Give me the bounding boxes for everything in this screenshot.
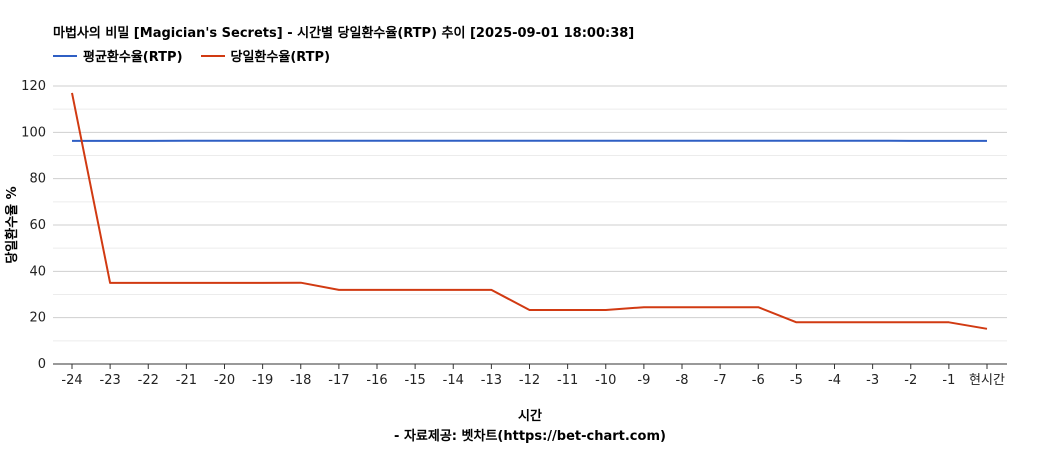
x-tick-label: -22 xyxy=(138,373,159,388)
credit-label: - 자료제공: 벳차트(https://bet-chart.com) xyxy=(394,428,666,444)
y-tick-label: 0 xyxy=(38,357,46,372)
y-tick-label: 60 xyxy=(29,218,46,233)
x-tick-label: 현시간 xyxy=(969,373,1005,388)
chart-title: 마법사의 비밀 [Magician's Secrets] - 시간별 당일환수율… xyxy=(53,26,635,41)
x-tick-label: -12 xyxy=(519,373,540,388)
x-tick-label: -16 xyxy=(366,373,387,388)
y-tick-label: 120 xyxy=(21,79,46,94)
y-tick-label: 100 xyxy=(21,125,46,140)
legend-label-average: 평균환수율(RTP) xyxy=(83,50,183,65)
legend-swatch-average xyxy=(53,54,77,57)
x-tick-label: -7 xyxy=(714,373,727,388)
y-tick-label: 40 xyxy=(29,264,46,279)
legend-label-daily: 당일환수율(RTP) xyxy=(230,50,331,65)
x-tick-label: -9 xyxy=(637,373,650,388)
x-tick-label: -11 xyxy=(557,373,578,388)
x-tick-label: -17 xyxy=(328,373,349,388)
y-tick-label: 20 xyxy=(29,311,46,326)
y-tick-label: 80 xyxy=(29,172,46,187)
x-tick-label: -1 xyxy=(942,373,955,388)
x-tick-label: -13 xyxy=(481,373,502,388)
x-tick-label: -24 xyxy=(61,373,82,388)
x-tick-label: -10 xyxy=(595,373,616,388)
x-tick-label: -4 xyxy=(828,373,841,388)
x-tick-label: -21 xyxy=(176,373,197,388)
x-tick-label: -18 xyxy=(290,373,311,388)
y-axis-title: 당일환수율 % xyxy=(4,186,20,263)
x-tick-label: -8 xyxy=(676,373,689,388)
legend-swatch-daily xyxy=(200,54,225,57)
series-line-1 xyxy=(71,92,988,330)
x-tick-label: -14 xyxy=(443,373,464,388)
x-axis-title: 시간 xyxy=(518,408,542,424)
x-tick-label: -6 xyxy=(752,373,765,388)
x-tick-label: -2 xyxy=(904,373,917,388)
legend-item-average[interactable]: 평균환수율(RTP) xyxy=(53,46,183,65)
x-tick-label: -3 xyxy=(866,373,879,388)
x-tick-label: -19 xyxy=(252,373,273,388)
x-tick-label: -15 xyxy=(405,373,426,388)
legend: 평균환수율(RTP) 당일환수율(RTP) xyxy=(53,46,330,65)
x-tick-label: -20 xyxy=(214,373,235,388)
x-tick-label: -23 xyxy=(100,373,121,388)
x-tick-label: -5 xyxy=(790,373,803,388)
legend-item-daily[interactable]: 당일환수율(RTP) xyxy=(200,46,331,65)
